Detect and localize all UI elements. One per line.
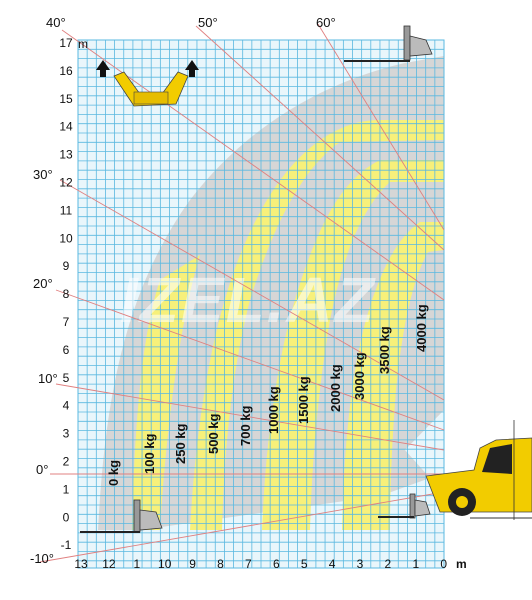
angle-label-20: 20°	[33, 276, 53, 291]
grid-frame	[77, 39, 445, 569]
reach-tick-label: 0	[440, 557, 447, 571]
angle-line-50	[195, 25, 445, 251]
grid-lines	[78, 40, 444, 568]
angle-line-minus10	[39, 491, 445, 563]
angle-label-40: 40°	[46, 15, 66, 30]
forks-attachment-right-icon	[378, 493, 431, 519]
reach-tick-label: 10	[158, 557, 172, 571]
height-tick-label: 17	[59, 36, 73, 50]
height-tick-label: 1	[63, 482, 70, 496]
load-label-500kg: 500 kg	[206, 413, 221, 454]
reach-tick-label: 1	[133, 557, 140, 571]
height-tick-label: 12	[59, 176, 73, 190]
reach-tick-label: 5	[301, 557, 308, 571]
reach-tick-label: 1	[412, 557, 419, 571]
height-tick-label: 5	[63, 371, 70, 385]
up-arrow-icon	[96, 60, 199, 77]
reach-tick-label: 4	[329, 557, 336, 571]
angle-labels: 40° 50° 60° 30° 20° 10° 0° -10°	[30, 15, 336, 566]
load-label-1500kg: 1500 kg	[296, 376, 311, 424]
bucket-attachment-icon	[113, 71, 189, 107]
reach-tick-label: 12	[102, 557, 116, 571]
height-tick-label: 8	[63, 287, 70, 301]
height-tick-label: 13	[59, 148, 73, 162]
angle-line-30	[59, 179, 445, 401]
angle-label-10: 10°	[38, 371, 58, 386]
height-tick-label: 7	[63, 315, 70, 329]
reach-tick-label: 8	[217, 557, 224, 571]
load-label-1000kg: 1000 kg	[266, 386, 281, 434]
load-label-4000kg: 4000 kg	[414, 304, 429, 352]
reach-tick-label: 13	[74, 557, 88, 571]
reach-tick-label: 2	[385, 557, 392, 571]
height-tick-label: 11	[60, 203, 73, 217]
height-tick-label: 9	[63, 259, 70, 273]
telehandler-machine-icon	[425, 420, 532, 520]
reach-tick-label: 6	[273, 557, 280, 571]
load-label-2000kg: 2000 kg	[328, 364, 343, 412]
load-label-3500kg: 3500 kg	[377, 326, 392, 374]
angle-line-10	[55, 383, 445, 451]
height-tick-label: 10	[59, 231, 73, 245]
height-tick-label: 6	[63, 343, 70, 357]
forks-attachment-bottom-icon	[80, 499, 163, 533]
reach-tick-label: 7	[245, 557, 252, 571]
height-tick-label: 0	[63, 510, 70, 524]
angle-label-60: 60°	[316, 15, 336, 30]
height-tick-label: 3	[63, 427, 70, 441]
load-label-700kg: 700 kg	[238, 405, 253, 446]
load-label-250kg: 250 kg	[173, 423, 188, 464]
load-label-100kg: 100 kg	[142, 433, 157, 474]
height-unit-label: m	[78, 37, 88, 51]
reach-axis: 13 12 1 10 9 8 7 6 5 4 3 2 1 0	[74, 557, 447, 571]
height-tick-label: 14	[59, 120, 73, 134]
height-tick-label: 15	[59, 92, 73, 106]
band-yellow-4	[342, 222, 444, 530]
band-yellow-3	[262, 160, 444, 530]
load-label-0kg: 0 kg	[106, 460, 121, 486]
reach-tick-label: 3	[357, 557, 364, 571]
angle-lines	[39, 23, 532, 563]
angle-line-60	[317, 23, 445, 231]
angle-label-0: 0°	[36, 462, 48, 477]
height-tick-label: 2	[63, 455, 70, 469]
reach-unit-label: m	[456, 557, 467, 571]
forks-attachment-top-icon	[344, 25, 433, 62]
watermark: IZEL.AZ	[120, 264, 377, 336]
angle-label-50: 50°	[198, 15, 218, 30]
reach-tick-label: 9	[189, 557, 196, 571]
height-tick-label: 4	[63, 399, 70, 413]
angle-line-20	[55, 289, 445, 431]
angle-label-30: 30°	[33, 167, 53, 182]
height-tick-label: 16	[59, 64, 73, 78]
angle-label-minus10: -10°	[30, 551, 54, 566]
load-labels: 0 kg 100 kg 250 kg 500 kg 700 kg 1000 kg…	[106, 304, 429, 486]
height-tick-label: -1	[61, 538, 72, 552]
load-label-3000kg: 3000 kg	[352, 352, 367, 400]
